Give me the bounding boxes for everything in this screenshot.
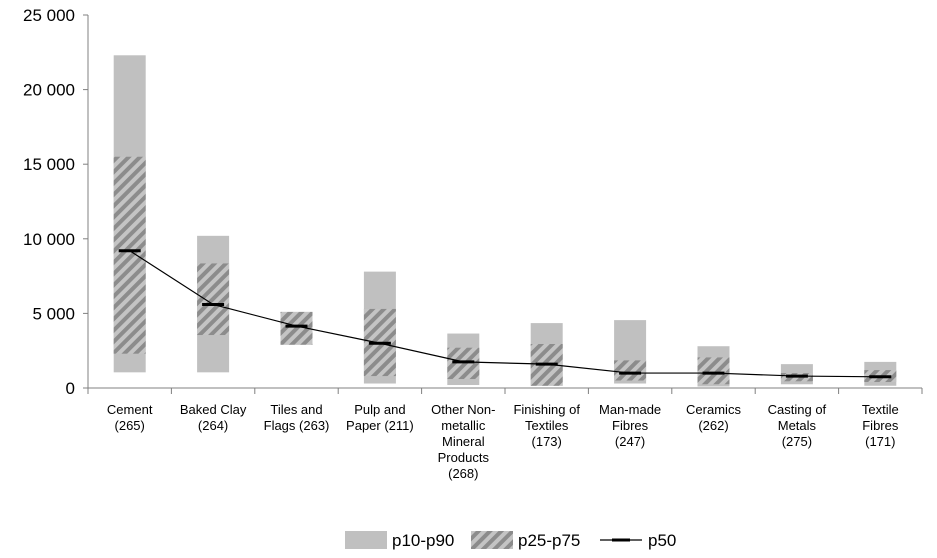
p25-p75-box bbox=[113, 156, 146, 354]
x-tick-label: Pulp and Paper (211) bbox=[346, 402, 414, 433]
y-tick-label: 0 bbox=[66, 379, 75, 398]
x-tick-label: Casting of Metals (275) bbox=[768, 402, 827, 449]
y-tick-label: 5 000 bbox=[32, 304, 75, 323]
legend-label-p10-p90: p10-p90 bbox=[392, 531, 454, 550]
x-tick-label: Baked Clay (264) bbox=[180, 402, 247, 433]
legend-swatch-p10-p90 bbox=[345, 531, 387, 549]
p50-line bbox=[129, 250, 881, 378]
p25-p75-box bbox=[614, 360, 647, 381]
p50-layer bbox=[118, 249, 892, 379]
legend: p10-p90 p25-p75 p50 bbox=[345, 531, 676, 550]
p25-p75-box bbox=[197, 263, 230, 336]
legend-label-p25-p75: p25-p75 bbox=[518, 531, 580, 550]
p10-p90-boxes bbox=[113, 55, 897, 387]
x-tick-label: Textile Fibres (171) bbox=[862, 402, 899, 449]
legend-label-p50: p50 bbox=[648, 531, 676, 550]
y-tick-label: 25 000 bbox=[23, 6, 75, 25]
p25-p75-box bbox=[697, 357, 730, 385]
legend-swatch-p25-p75 bbox=[471, 531, 513, 549]
x-tick-label: Finishing of Textiles (173) bbox=[513, 402, 580, 449]
y-tick-label: 15 000 bbox=[23, 155, 75, 174]
x-tick-label: Cement (265) bbox=[107, 402, 153, 433]
y-tick-label: 10 000 bbox=[23, 230, 75, 249]
p25-p75-boxes bbox=[113, 156, 897, 386]
x-tick-label: Man-made Fibres (247) bbox=[599, 402, 661, 449]
x-tick-label: Ceramics (262) bbox=[686, 402, 741, 433]
y-axis: 0 5 000 10 000 15 000 20 000 25 000 bbox=[23, 6, 89, 398]
x-tick-label: Other Non-metallic Mineral Products (268) bbox=[431, 402, 495, 481]
x-tick-label: Tiles and Flags (263) bbox=[264, 402, 330, 433]
y-tick-label: 20 000 bbox=[23, 81, 75, 100]
x-axis: Cement (265) Baked Clay (264) Tiles and Flags… bbox=[87, 387, 923, 481]
